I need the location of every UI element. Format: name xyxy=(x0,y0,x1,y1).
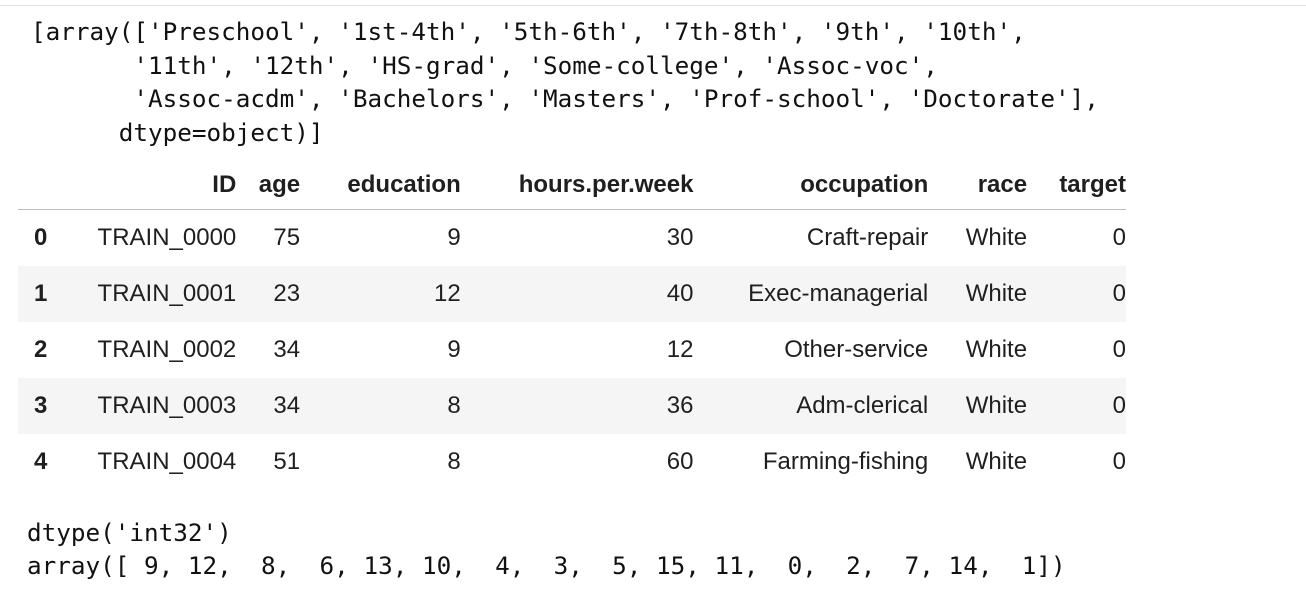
cell-race: White xyxy=(965,335,1028,363)
cell-target: 0 xyxy=(1112,223,1126,251)
cell-target: 0 xyxy=(1112,335,1126,363)
cell-occupation: Other-service xyxy=(784,335,929,363)
column-header-id: ID xyxy=(63,161,237,210)
cell-education: 8 xyxy=(447,391,461,419)
cell-age: 34 xyxy=(273,391,301,419)
cell-occupation: Adm-clerical xyxy=(796,391,929,419)
cell-occupation: Farming-fishing xyxy=(762,447,929,475)
row-index: 4 xyxy=(33,447,48,475)
cell-race: White xyxy=(965,223,1028,251)
cell-hours-per-week: 30 xyxy=(666,223,694,251)
cell-age: 23 xyxy=(273,279,301,307)
column-header-race: race xyxy=(928,161,1028,210)
cell-id: TRAIN_0001 xyxy=(97,279,237,307)
table-header-row: ID age education hours.per.week occupati… xyxy=(18,161,1126,210)
cell-education: 9 xyxy=(447,223,461,251)
column-header-target: target xyxy=(1027,161,1126,210)
dataframe-table: ID age education hours.per.week occupati… xyxy=(18,161,1126,490)
index-header xyxy=(18,161,64,210)
cell-target: 0 xyxy=(1112,279,1126,307)
cell-target: 0 xyxy=(1112,391,1126,419)
cell-race: White xyxy=(965,279,1028,307)
cell-id: TRAIN_0003 xyxy=(97,391,237,419)
cell-occupation: Exec-managerial xyxy=(748,279,929,307)
column-header-occupation: occupation xyxy=(693,161,929,210)
cell-target: 0 xyxy=(1112,447,1126,475)
cell-education: 8 xyxy=(447,447,461,475)
cell-race: White xyxy=(965,391,1028,419)
column-header-hours-per-week: hours.per.week xyxy=(460,161,694,210)
row-index: 3 xyxy=(33,391,48,419)
cell-hours-per-week: 36 xyxy=(666,391,694,419)
cell-id: TRAIN_0000 xyxy=(97,223,237,251)
table-row: 3 TRAIN_0003 34 8 36 Adm-clerical White … xyxy=(18,377,1126,434)
table-row: 1 TRAIN_0001 23 12 40 Exec-managerial Wh… xyxy=(18,265,1126,322)
cell-education: 9 xyxy=(447,335,461,363)
table-row: 0 TRAIN_0000 75 9 30 Craft-repair White … xyxy=(18,210,1126,266)
cell-id: TRAIN_0002 xyxy=(97,335,237,363)
cell-hours-per-week: 40 xyxy=(666,279,694,307)
cell-occupation: Craft-repair xyxy=(806,223,929,251)
cell-id: TRAIN_0004 xyxy=(97,447,237,475)
table-row: 2 TRAIN_0002 34 9 12 Other-service White… xyxy=(18,322,1126,378)
output-dtype-text: dtype('int32') array([ 9, 12, 8, 6, 13, … xyxy=(27,518,1066,580)
row-index: 1 xyxy=(33,279,48,307)
row-index: 2 xyxy=(33,335,48,363)
cell-hours-per-week: 60 xyxy=(666,447,694,475)
cell-hours-per-week: 12 xyxy=(666,335,694,363)
column-header-education: education xyxy=(300,161,461,210)
cell-age: 75 xyxy=(273,223,301,251)
cell-race: White xyxy=(965,447,1028,475)
cell-top-border xyxy=(0,0,1306,6)
row-index: 0 xyxy=(33,223,48,251)
table-row: 4 TRAIN_0004 51 8 60 Farming-fishing Whi… xyxy=(18,434,1126,490)
cell-age: 34 xyxy=(273,335,301,363)
cell-age: 51 xyxy=(273,447,301,475)
cell-education: 12 xyxy=(434,279,461,307)
column-header-age: age xyxy=(236,161,301,210)
output-array-text: [array(['Preschool', '1st-4th', '5th-6th… xyxy=(31,17,1099,148)
